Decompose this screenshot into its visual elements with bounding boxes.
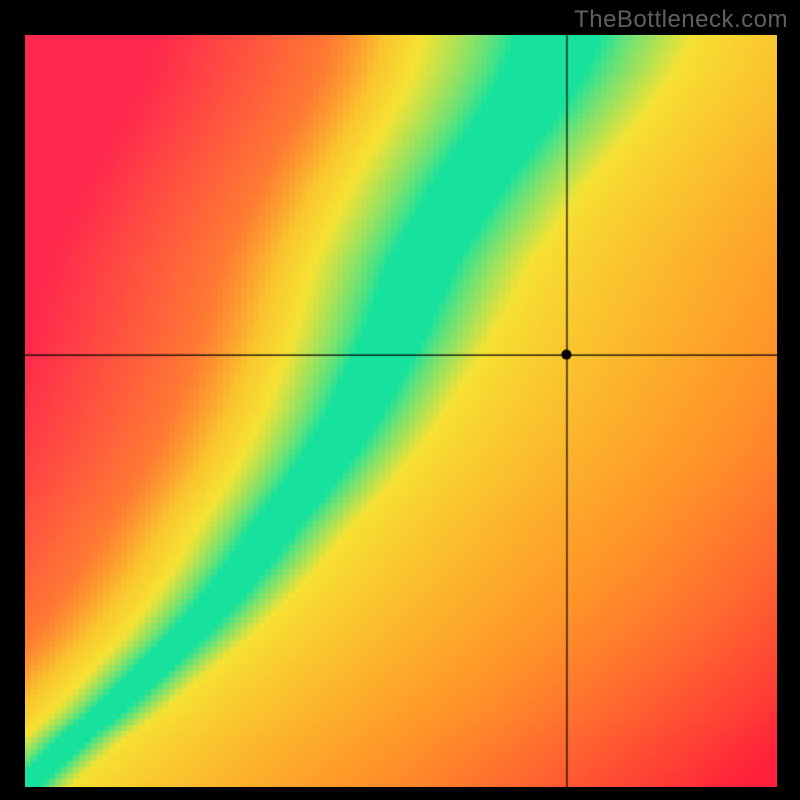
bottleneck-heatmap xyxy=(25,35,777,787)
watermark-text: TheBottleneck.com xyxy=(574,6,788,34)
